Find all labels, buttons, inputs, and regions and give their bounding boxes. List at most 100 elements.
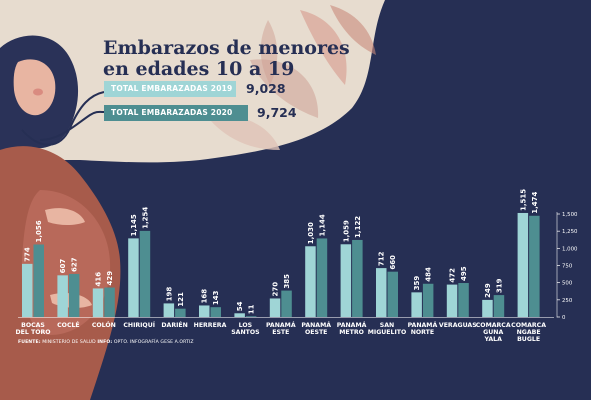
category-label: COLÓN (92, 320, 116, 329)
total-2020-value: 9,724 (257, 105, 297, 120)
category-label: NGABE (517, 329, 541, 336)
data-label-2020: 319 (495, 278, 503, 293)
bar-2019 (199, 305, 210, 317)
title-line-2: en edades 10 a 19 (103, 58, 295, 80)
category-label: NORTE (411, 329, 434, 336)
data-label-2019: 168 (201, 289, 209, 304)
woman-face (13, 59, 56, 116)
category-label: GUNA (483, 329, 503, 336)
data-label-2019: 774 (24, 247, 32, 262)
leaf-decoration (330, 5, 376, 55)
bar-2020 (104, 287, 115, 317)
data-label-2019: 607 (59, 259, 67, 274)
category-label: CHIRIQUÍ (123, 320, 155, 329)
data-label-2020: 495 (460, 266, 468, 281)
data-label-2020: 429 (106, 271, 114, 286)
bar-2020 (68, 273, 80, 317)
data-label-2020: 143 (212, 290, 220, 305)
stethoscope-cable (21, 91, 105, 146)
source-credit: FUENTE: MINISTERIO DE SALUD INFO: OPTO. … (18, 340, 194, 345)
bar-2020 (422, 283, 434, 317)
y-tick-label: 1,000 (562, 246, 578, 252)
bar-2019 (163, 303, 175, 317)
bar-2020 (493, 295, 505, 317)
category-label: ESTE (272, 329, 289, 336)
bar-2019 (376, 268, 387, 317)
bar-2020 (352, 239, 363, 317)
pregnant-woman-illustration (0, 35, 121, 400)
total-2019-label: TOTAL EMBARAZADAS 2019 (104, 81, 236, 97)
data-label-2020: 121 (177, 292, 185, 307)
total-2020-label: TOTAL EMBARAZADAS 2020 (104, 105, 248, 121)
category-label: COMARCA (511, 322, 546, 329)
source-info-label: INFO: (97, 340, 113, 345)
bar-2019 (57, 275, 68, 317)
data-label-2019: 359 (413, 276, 421, 291)
bar-2019 (340, 244, 352, 317)
source-fuente-text: MINISTERIO DE SALUD (40, 340, 96, 345)
category-label: HERRERA (194, 322, 227, 329)
title-line-1: Embarazos de menores (103, 37, 350, 59)
data-label-2019: 54 (236, 301, 244, 311)
source-info-text: OPTO. INFOGRAFÍA GESE A.ORTIZ (112, 340, 194, 345)
data-label-2019: 270 (272, 282, 280, 297)
data-label-2019: 472 (449, 268, 457, 283)
bar-2020 (139, 230, 151, 317)
category-label: COCLÉ (57, 320, 80, 329)
bar-2020 (529, 215, 540, 317)
y-tick-label: 0 (562, 315, 566, 321)
category-label: PANAMÁ (337, 320, 367, 329)
data-label-2020: 1,474 (531, 192, 539, 214)
data-label-2020: 385 (283, 274, 291, 289)
bar-2020 (281, 290, 292, 317)
y-tick-label: 250 (562, 298, 573, 304)
data-label-2019: 1,030 (307, 222, 315, 244)
category-label: SAN (380, 322, 394, 329)
category-label: DEL TORO (16, 329, 51, 336)
source-fuente-label: FUENTE: (18, 340, 41, 345)
bar-2019 (411, 292, 422, 317)
data-label-2020: 1,144 (318, 214, 326, 236)
data-label-2020: 11 (248, 304, 256, 314)
category-label: PANAMÁ (301, 320, 331, 329)
data-label-2019: 416 (95, 272, 103, 287)
data-label-2020: 1,056 (35, 220, 43, 242)
data-label-2020: 1,122 (354, 216, 362, 238)
bar-2020 (210, 307, 221, 317)
category-label: YALA (483, 336, 502, 343)
category-label: OESTE (305, 329, 327, 336)
category-label: BOCAS (21, 322, 45, 329)
bar-2019 (128, 238, 139, 317)
bar-2020 (245, 316, 257, 317)
category-label: BUGLE (517, 336, 540, 343)
leaf-decoration (210, 116, 280, 150)
bar-2020 (316, 238, 328, 317)
data-label-2020: 484 (425, 267, 433, 282)
bar-2019 (305, 246, 316, 317)
bar-2019 (517, 212, 529, 317)
data-label-2019: 249 (484, 283, 492, 298)
bar-2019 (22, 263, 33, 317)
data-label-2020: 1,254 (141, 207, 149, 229)
category-label: MIGUELITO (368, 329, 407, 336)
woman-arm (45, 208, 85, 225)
chart-title: Embarazos de menores en edades 10 a 19 (103, 38, 403, 80)
bar-2019 (234, 313, 245, 317)
category-label: DARIÉN (161, 320, 187, 329)
bar-2020 (458, 283, 469, 317)
y-tick-label: 1,250 (562, 229, 578, 235)
category-label: PANAMÁ (266, 320, 296, 329)
data-label-2019: 712 (378, 251, 386, 266)
bar-2020 (33, 244, 44, 317)
y-tick-label: 500 (562, 281, 573, 287)
category-label: PANAMÁ (408, 320, 438, 329)
y-tick-label: 750 (562, 264, 573, 270)
data-label-2020: 660 (389, 255, 397, 270)
category-label: COMARCA (476, 322, 511, 329)
bar-2020 (175, 308, 186, 317)
leaf-decoration (260, 20, 278, 85)
bar-2020 (387, 271, 398, 317)
data-label-2019: 1,515 (519, 189, 527, 211)
